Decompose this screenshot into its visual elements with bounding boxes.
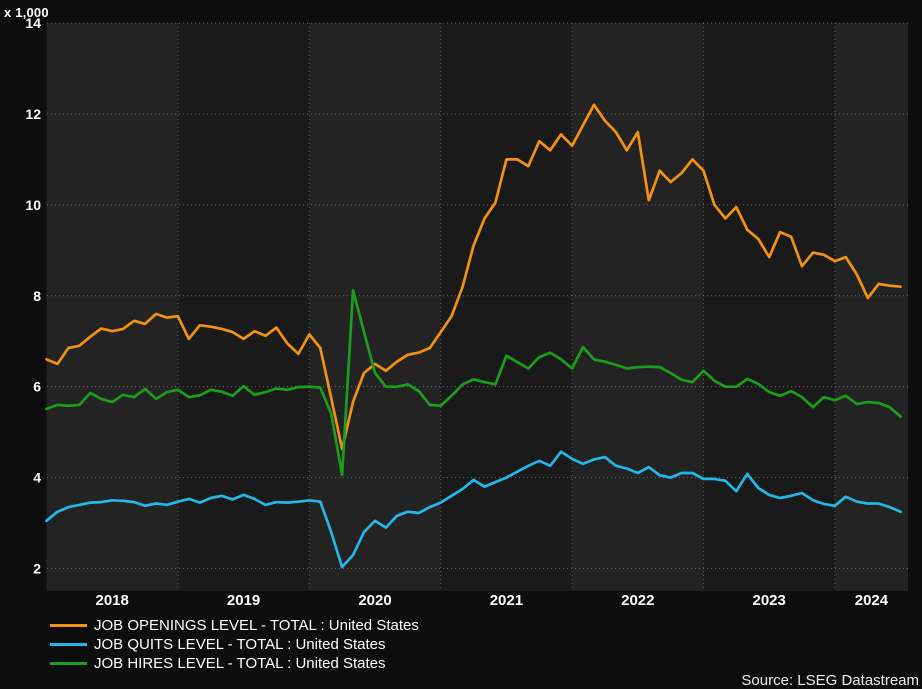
y-tick-label: 8 [33, 288, 41, 304]
year-band [834, 23, 908, 591]
y-tick-label: 6 [33, 379, 41, 395]
y-tick-label: 14 [25, 15, 41, 31]
chart-legend: JOB OPENINGS LEVEL - TOTAL : United Stat… [50, 616, 419, 673]
y-axis-multiplier-label: x 1,000 [4, 5, 49, 20]
year-band [703, 23, 835, 591]
x-tick-label: 2022 [621, 592, 654, 609]
year-band [46, 23, 178, 591]
y-tick-label: 4 [33, 470, 41, 486]
year-band [177, 23, 310, 591]
y-tick-label: 2 [33, 561, 41, 577]
source-attribution: Source: LSEG Datastream [741, 672, 919, 689]
x-tick-label: 2019 [227, 592, 260, 609]
x-tick-label: 2018 [96, 592, 129, 609]
series-line-quits [45, 450, 902, 569]
x-tick-label: 2023 [753, 592, 786, 609]
x-tick-label: 2024 [855, 592, 889, 609]
year-band [572, 23, 704, 591]
legend-label-quits: JOB QUITS LEVEL - TOTAL : United States [94, 636, 386, 653]
x-tick-label: 2021 [490, 592, 523, 609]
series-line-openings [45, 103, 902, 451]
openings-line-swatch [50, 624, 87, 627]
legend-label-openings: JOB OPENINGS LEVEL - TOTAL : United Stat… [94, 617, 419, 634]
y-tick-label: 10 [25, 197, 41, 213]
legend-item-quits: JOB QUITS LEVEL - TOTAL : United States [50, 635, 419, 654]
year-band [309, 23, 441, 591]
quits-line-swatch [50, 643, 87, 646]
legend-item-openings: JOB OPENINGS LEVEL - TOTAL : United Stat… [50, 616, 419, 635]
legend-label-hires: JOB HIRES LEVEL - TOTAL : United States [94, 655, 386, 672]
series-line-hires [45, 288, 902, 477]
x-tick-label: 2020 [358, 592, 391, 609]
legend-item-hires: JOB HIRES LEVEL - TOTAL : United States [50, 654, 419, 673]
year-band [440, 23, 573, 591]
hires-line-swatch [50, 662, 87, 665]
y-tick-label: 12 [25, 106, 41, 122]
